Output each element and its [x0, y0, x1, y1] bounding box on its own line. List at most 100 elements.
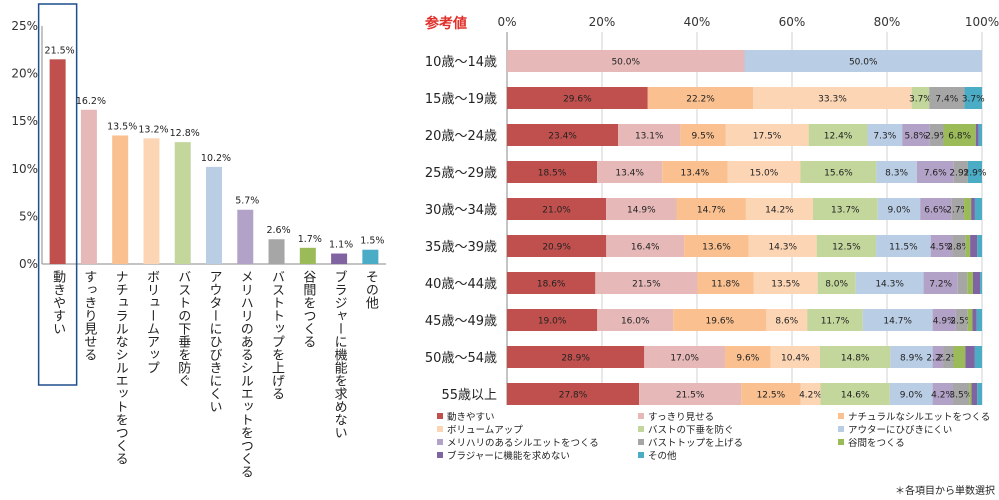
row-label: 10歳～14歳 [425, 55, 497, 70]
segment-label: 50.0% [611, 58, 640, 68]
stack-segment [953, 346, 966, 368]
stack-segment [974, 346, 982, 368]
stack-segment [889, 383, 933, 405]
stack-segment [965, 235, 971, 257]
bar-value-label: 1.1% [329, 240, 353, 251]
legend-swatch [437, 413, 443, 419]
bar-value-label: 2.6% [266, 225, 290, 236]
legend-label: アウターにひびきにくい [848, 425, 952, 436]
segment-label: 8.3% [885, 169, 908, 179]
x-tick-label: 60% [779, 15, 806, 29]
segment-label: 2.7% [946, 206, 969, 216]
stack-segment [618, 124, 681, 146]
y-tick-label: 5% [19, 209, 38, 223]
stack-segment [507, 383, 640, 405]
stack-segment [970, 235, 978, 257]
segment-label: 2.9% [949, 169, 972, 179]
bar-value-label: 13.2% [138, 124, 168, 135]
stack-segment [855, 272, 924, 294]
stack-segment [971, 198, 975, 220]
y-tick-label: 10% [11, 162, 38, 176]
segment-label: 2.9% [964, 169, 987, 179]
row-label: 40歳～44歳 [425, 277, 497, 292]
bar [80, 109, 97, 264]
stack-segment [766, 309, 808, 331]
segment-label: 4.9% [933, 317, 956, 327]
segment-label: 22.2% [686, 95, 715, 105]
stack-segment [955, 309, 968, 331]
stack-segment [507, 124, 619, 146]
row-label: 55歳以上 [441, 388, 497, 403]
segment-label: 19.6% [706, 317, 735, 327]
stack-segment [817, 272, 856, 294]
stack-segment [727, 161, 801, 183]
legend-label: ボリュームアップ [447, 425, 523, 436]
segment-label: 20.9% [542, 243, 571, 253]
stack-segment [978, 124, 982, 146]
x-tick-label: 80% [874, 15, 901, 29]
legend-swatch [638, 439, 644, 445]
segment-label: 21.0% [542, 206, 571, 216]
segment-label: 13.5% [771, 280, 800, 290]
segment-label: 21.5% [676, 391, 705, 401]
row-label: 45歳～49歳 [425, 314, 497, 329]
stack-segment [676, 198, 746, 220]
stack-segment [867, 124, 903, 146]
bar-value-label: 5.7% [235, 196, 259, 207]
stack-segment [808, 124, 868, 146]
segment-label: 7.6% [924, 169, 947, 179]
x-tick-label: 40% [684, 15, 711, 29]
stack-segment [975, 124, 979, 146]
stack-segment [967, 272, 973, 294]
row-label: 30歳～34歳 [425, 203, 497, 218]
segment-label: 13.1% [635, 132, 664, 142]
stack-segment [800, 383, 821, 405]
stack-segment [770, 346, 821, 368]
bar-value-label: 21.5% [45, 45, 75, 56]
stack-segment [972, 309, 977, 331]
segment-label: 12.5% [757, 391, 786, 401]
row-label: 35歳～39歳 [425, 240, 497, 255]
stack-segment [673, 309, 767, 331]
category-label: バストの下垂を防ぐ [175, 270, 191, 387]
stack-segment [877, 198, 921, 220]
stack-segment [972, 272, 981, 294]
segment-label: 33.3% [818, 95, 847, 105]
stack-segment [597, 161, 663, 183]
stack-segment [820, 383, 890, 405]
segment-label: 9.0% [887, 206, 910, 216]
stack-segment [929, 124, 944, 146]
stack-segment [744, 50, 982, 72]
row-label: 50歳～54歳 [425, 351, 497, 366]
legend-swatch [437, 439, 443, 445]
segment-label: 9.0% [900, 391, 923, 401]
segment-label: 2.8% [947, 243, 970, 253]
segment-label: 50.0% [849, 58, 878, 68]
segment-label: 27.8% [559, 391, 588, 401]
legend-label: バストの下垂を防ぐ [648, 424, 734, 436]
stack-segment [920, 198, 952, 220]
stack-segment [976, 309, 982, 331]
bar [49, 59, 66, 264]
stack-segment [820, 346, 891, 368]
stack-segment [932, 346, 944, 368]
segment-label: 11.7% [821, 317, 850, 327]
stack-segment [932, 383, 953, 405]
segment-label: 18.6% [537, 280, 566, 290]
segment-label: 12.4% [824, 132, 853, 142]
segment-label: 11.8% [711, 280, 740, 290]
bar [143, 138, 160, 264]
segment-label: 7.2% [929, 280, 952, 290]
segment-label: 14.7% [883, 317, 912, 327]
bar [331, 253, 348, 264]
stack-segment [862, 309, 933, 331]
bar [237, 209, 254, 264]
row-label: 20歳～24歳 [425, 129, 497, 144]
y-tick-label: 15% [11, 114, 38, 128]
stack-segment [507, 235, 607, 257]
segment-label: 14.6% [841, 391, 870, 401]
category-label: 谷間をつくる [300, 270, 316, 348]
segment-label: 14.3% [768, 243, 797, 253]
legend-label: すっきり見せる [648, 412, 714, 423]
legend-swatch [838, 439, 844, 445]
